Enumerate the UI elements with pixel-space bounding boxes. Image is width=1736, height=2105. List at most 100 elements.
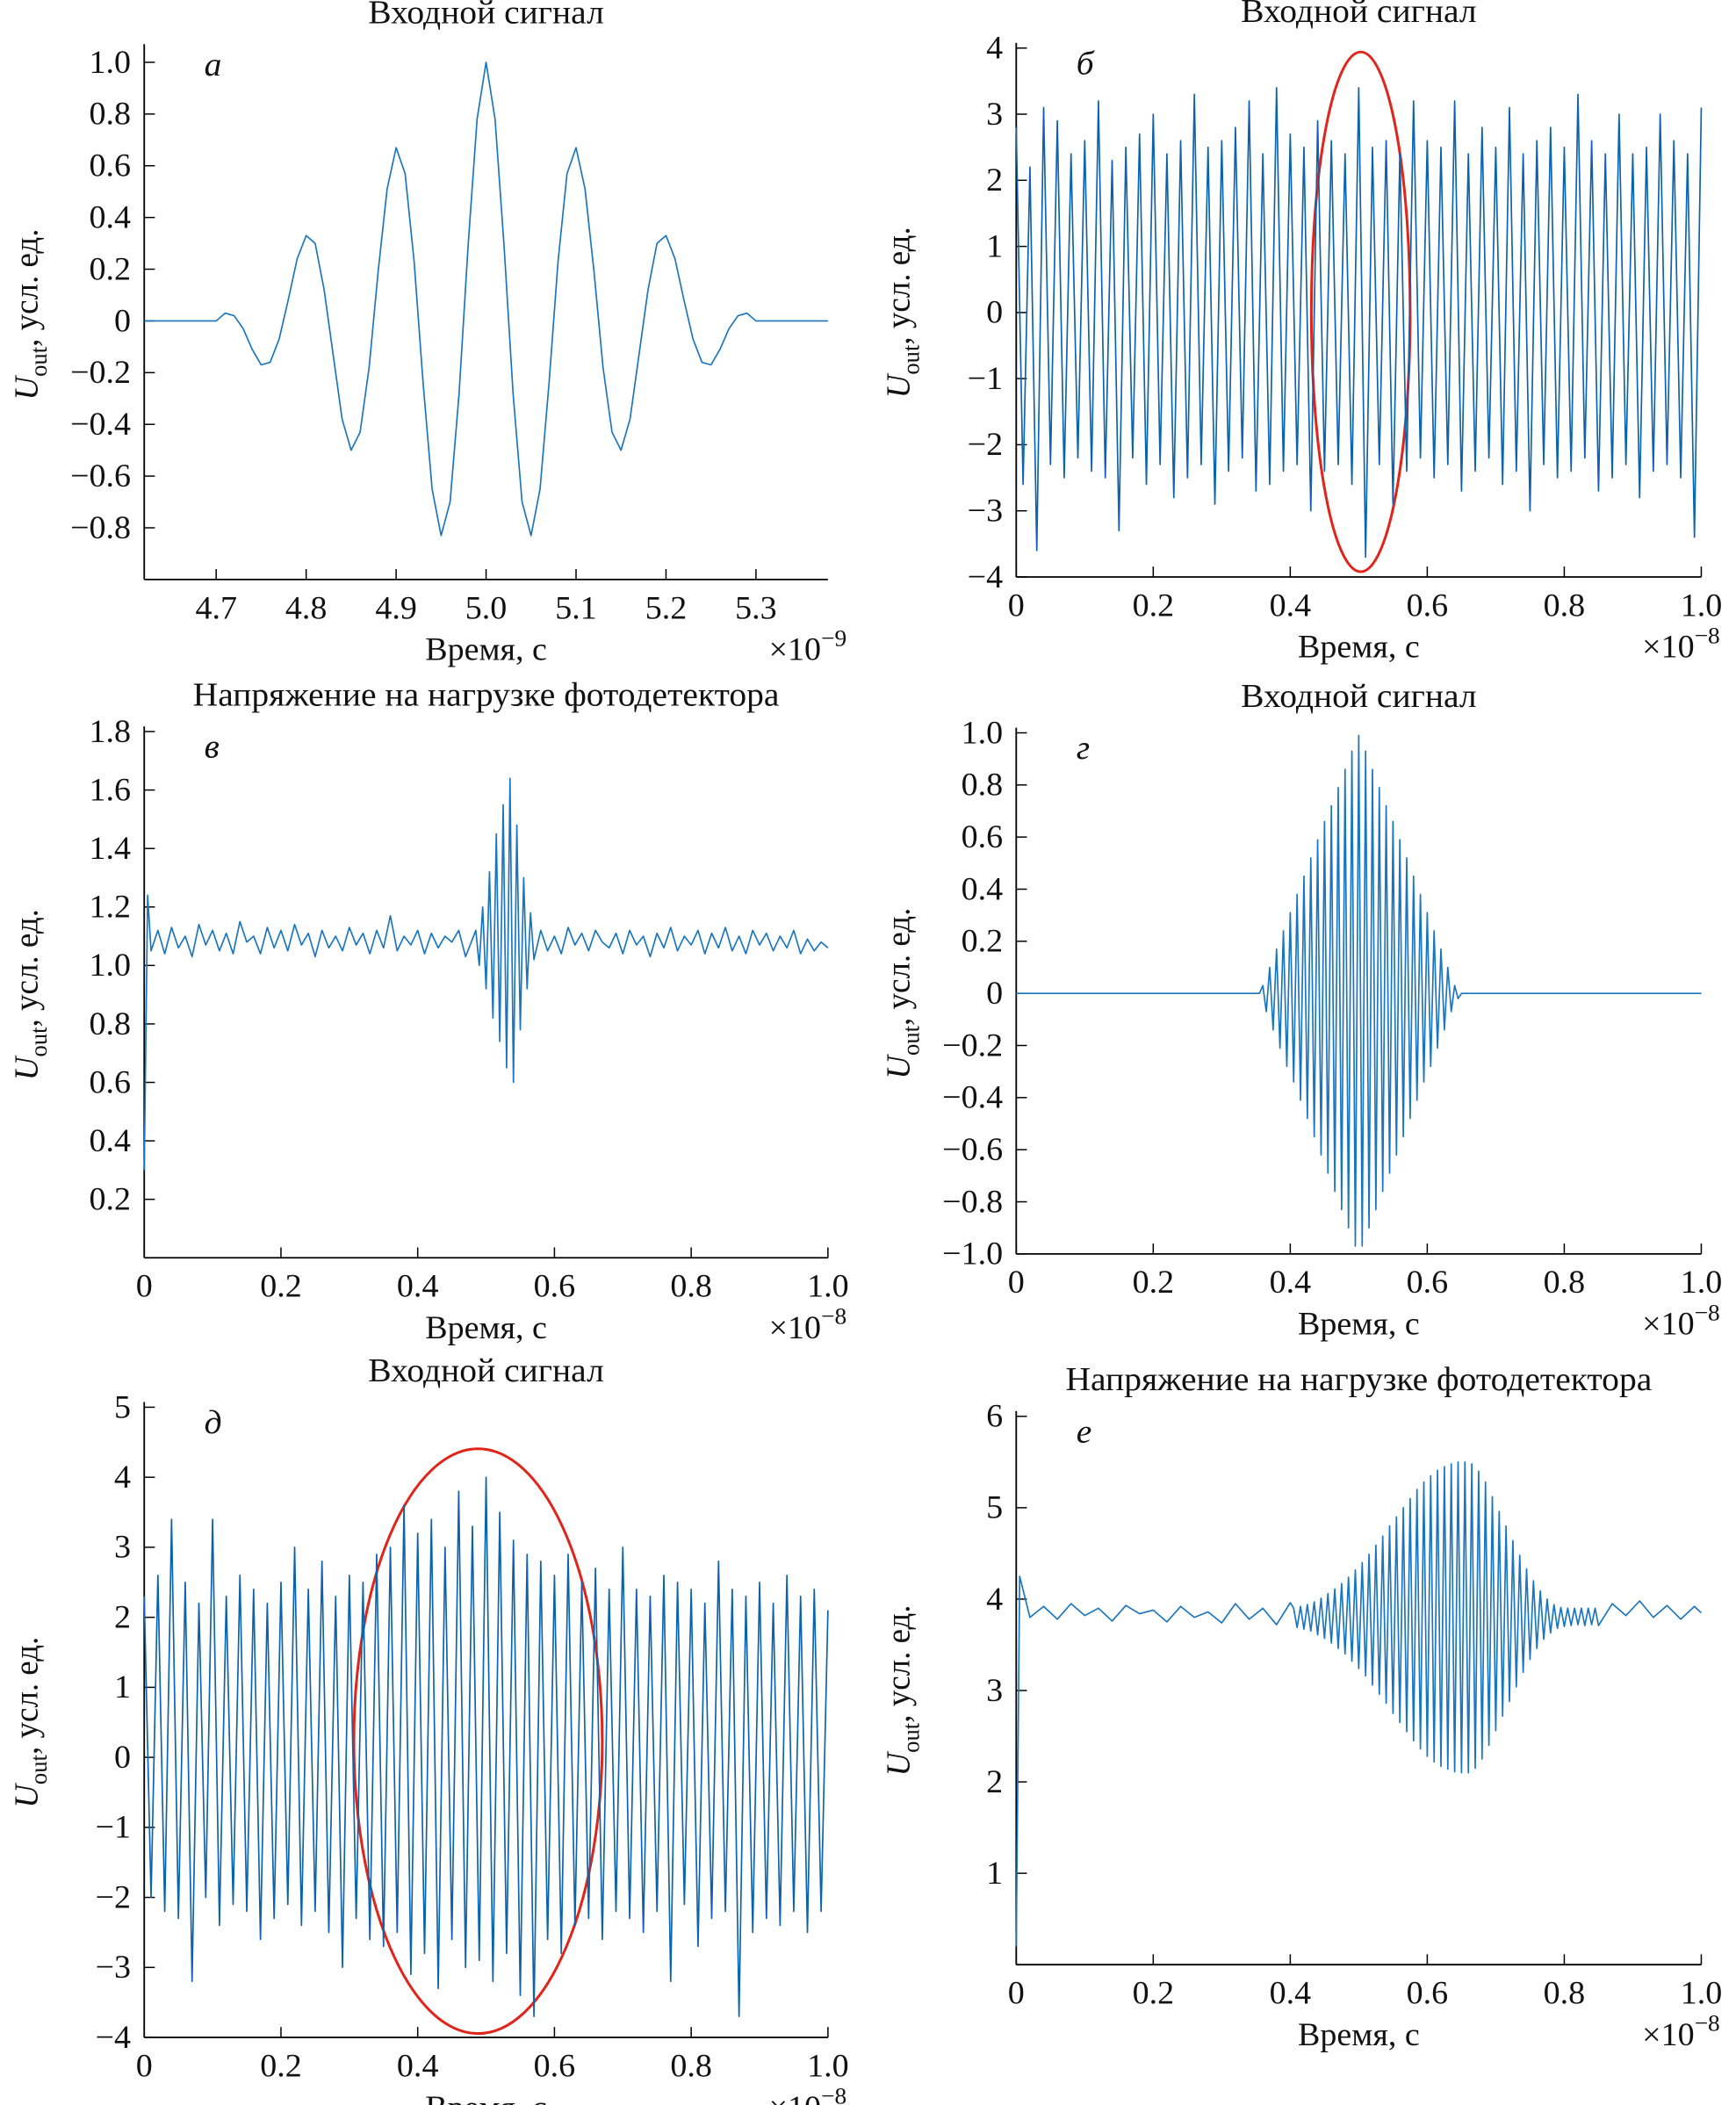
panel-letter: г <box>1077 730 1090 767</box>
y-label-symbol: U <box>9 1782 46 1808</box>
y-label-text: , усл. ед. <box>9 229 46 347</box>
y-tick-label: 2 <box>114 1600 131 1635</box>
x-tick-label: 0.6 <box>534 2049 576 2084</box>
panel: Напряжение на нагрузке фотодетектора в 0.2… <box>9 676 848 1346</box>
x-multiplier: ×10−8 <box>769 2083 847 2105</box>
y-tick-label: −4 <box>96 2020 132 2055</box>
x-tick-label: 4.9 <box>375 591 417 626</box>
y-tick-label: −0.4 <box>942 1080 1003 1115</box>
y-tick-label: 5 <box>986 1490 1003 1525</box>
x-multiplier: ×10−9 <box>769 625 847 668</box>
x-tick-label: 0.8 <box>1544 588 1586 624</box>
y-label-subscript: out <box>25 1755 52 1785</box>
x-tick-label: 0.8 <box>670 1269 712 1304</box>
y-tick-label: 0 <box>986 295 1003 330</box>
y-tick-label: −3 <box>968 494 1003 529</box>
x-multiplier: ×10−8 <box>1642 623 1720 666</box>
panel: Напряжение на нагрузке фотодетектора е 1 2 3… <box>881 1361 1722 2053</box>
panel: Входной сигнал а −0.8 −0.6 −0.4 −0.2 0 0.2 0.4 0.… <box>9 0 846 668</box>
y-tick-label: −3 <box>96 1950 131 1986</box>
y-tick-label: 0.2 <box>962 924 1004 959</box>
highlight-ellipse <box>352 1447 604 2036</box>
y-tick-label: 0.8 <box>90 1006 132 1042</box>
x-tick-label: 5.1 <box>555 591 597 626</box>
x-tick-label: 0.2 <box>260 2049 302 2084</box>
x-tick-label: 0.2 <box>1133 588 1175 624</box>
x-tick-label: 0 <box>1008 1265 1025 1301</box>
y-label-text: , усл. ед. <box>881 908 918 1026</box>
y-tick-label: −1.0 <box>942 1236 1003 1272</box>
x-axis-label: Время, с <box>1298 2017 1420 2052</box>
x-axis-label: Время, с <box>1298 630 1420 665</box>
panel-letter: б <box>1077 45 1095 82</box>
panel: Входной сигнал д −4 −3 −2 −1 0 1 2 3 4 5 0 0.2 0.4 0.6 0… <box>9 1352 848 2105</box>
y-axis-label: Uout, усл. ед. <box>9 1637 52 1808</box>
chart-title: Входной сигнал <box>368 0 603 32</box>
y-tick-label: 0.8 <box>962 768 1004 803</box>
x-multiplier: ×10−8 <box>1642 1300 1720 1343</box>
x-tick-label: 1.0 <box>807 1269 849 1304</box>
y-tick-label: 1.8 <box>90 714 132 749</box>
y-tick-label: 1.6 <box>90 773 132 808</box>
y-axis-label: Uout, усл. ед. <box>881 908 924 1079</box>
panel-letter: е <box>1077 1413 1092 1450</box>
x-tick-label: 5.3 <box>735 591 777 626</box>
x-tick-label: 0.2 <box>1133 1976 1175 2011</box>
multiplier-exponent: −9 <box>821 625 846 652</box>
y-tick-label: 1.0 <box>90 948 132 984</box>
y-tick-label: 0.2 <box>90 1182 132 1217</box>
panel-letter: д <box>205 1404 222 1441</box>
y-label-text: , усл. ед. <box>9 1637 46 1755</box>
x-tick-label: 0.8 <box>1544 1976 1586 2011</box>
y-tick-label: −2 <box>968 428 1003 463</box>
y-tick-label: −0.2 <box>70 356 131 391</box>
y-tick-label: −1 <box>968 361 1003 396</box>
y-label-subscript: out <box>25 346 52 377</box>
y-label-symbol: U <box>881 372 918 399</box>
y-tick-label: 0 <box>114 304 131 339</box>
y-axis-label: Uout, усл. ед. <box>9 909 52 1080</box>
y-tick-label: 0 <box>986 976 1003 1011</box>
multiplier-exponent: −8 <box>1695 623 1720 649</box>
y-label-symbol: U <box>9 1055 46 1081</box>
x-tick-label: 0.6 <box>1407 1976 1449 2011</box>
highlight-ellipse <box>1309 50 1412 573</box>
x-axis-label: Время, с <box>425 1310 547 1345</box>
y-tick-label: −0.6 <box>70 458 131 494</box>
x-tick-label: 1.0 <box>1681 1265 1723 1301</box>
y-tick-label: 0.6 <box>90 148 132 184</box>
y-label-text: , усл. ед. <box>881 227 918 344</box>
x-tick-label: 0.2 <box>260 1269 302 1304</box>
multiplier-base: ×10 <box>769 632 821 667</box>
y-tick-label: 3 <box>986 1673 1003 1708</box>
panel-letter: в <box>205 728 220 765</box>
x-tick-label: 0.8 <box>670 2049 712 2084</box>
panel: Входной сигнал г −1.0 −0.8 −0.6 −0.4 −0.2 0 0.2 0… <box>881 677 1722 1342</box>
x-axis-label: Время, с <box>425 632 547 667</box>
y-label-subscript: out <box>897 1722 924 1753</box>
y-label-subscript: out <box>25 1027 52 1057</box>
x-tick-label: 0.4 <box>1270 1976 1312 2011</box>
x-tick-label: 0.4 <box>397 2049 439 2084</box>
x-tick-label: 0.2 <box>1133 1265 1175 1301</box>
x-tick-label: 0.4 <box>1270 1265 1312 1301</box>
x-multiplier: ×10−8 <box>769 1303 847 1346</box>
y-tick-label: 0 <box>114 1740 131 1775</box>
x-tick-label: 0 <box>1008 1976 1025 2011</box>
y-tick-label: 0.8 <box>90 97 132 132</box>
y-tick-label: −0.8 <box>942 1185 1003 1220</box>
y-tick-label: 1.0 <box>90 45 132 80</box>
y-label-symbol: U <box>9 374 46 400</box>
y-tick-label: −0.8 <box>70 510 131 545</box>
y-tick-label: 4 <box>114 1460 131 1495</box>
chart-title: Входной сигнал <box>1241 677 1476 714</box>
multiplier-base: ×10 <box>1642 1307 1694 1342</box>
y-axis-label: Uout, усл. ед. <box>9 229 52 400</box>
y-tick-label: 2 <box>986 1764 1003 1799</box>
y-tick-label: 4 <box>986 1582 1003 1617</box>
x-tick-label: 0.4 <box>1270 588 1312 624</box>
signal-line <box>1016 734 1702 1247</box>
y-tick-label: −0.4 <box>70 407 131 443</box>
